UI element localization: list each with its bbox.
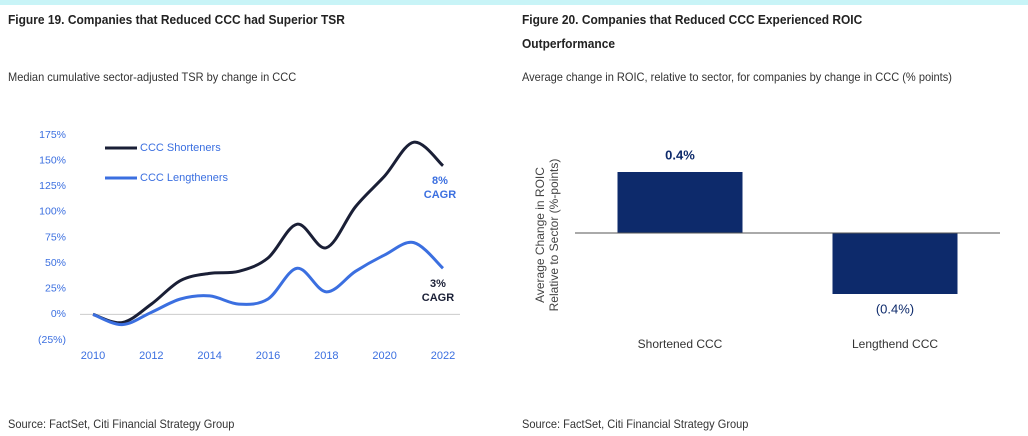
x-tick-label: 2016 xyxy=(256,350,280,362)
y-tick-label: 50% xyxy=(45,257,66,269)
legend-label: CCC Lengtheners xyxy=(140,172,229,184)
chart-subtitle: Average change in ROIC, relative to sect… xyxy=(522,70,952,84)
y-tick-label: 125% xyxy=(39,180,66,192)
chart-title: Figure 19. Companies that Reduced CCC ha… xyxy=(8,12,345,27)
x-tick-label: 2010 xyxy=(81,350,105,362)
x-tick-label: 2020 xyxy=(372,350,396,362)
y-tick-label: 0% xyxy=(51,308,66,320)
x-tick-label: Shortened CCC xyxy=(638,337,723,351)
value-label: 0.4% xyxy=(665,147,695,162)
x-tick-label: 2018 xyxy=(314,350,338,362)
bar xyxy=(832,233,958,294)
annotation: 3% xyxy=(430,278,446,290)
series-line xyxy=(92,140,445,325)
bar xyxy=(617,172,743,233)
y-axis-label: Relative to Sector (%-points) xyxy=(547,159,561,312)
chart-subtitle: Median cumulative sector-adjusted TSR by… xyxy=(8,70,297,84)
chart-title: Figure 20. Companies that Reduced CCC Ex… xyxy=(522,12,863,51)
y-tick-label: (25%) xyxy=(38,334,66,346)
x-tick-label: 2012 xyxy=(139,350,163,362)
y-tick-label: 150% xyxy=(39,154,66,166)
y-tick-label: 175% xyxy=(39,129,66,141)
x-tick-label: 2014 xyxy=(197,350,221,362)
value-label: (0.4%) xyxy=(876,301,914,316)
y-tick-label: 75% xyxy=(45,231,66,243)
x-tick-label: Lengthend CCC xyxy=(852,337,938,351)
source: Source: FactSet, Citi Financial Strategy… xyxy=(522,417,749,431)
source: Source: FactSet, Citi Financial Strategy… xyxy=(8,417,235,431)
y-tick-label: 25% xyxy=(45,283,66,295)
annotation: CAGR xyxy=(422,292,454,304)
annotation: CAGR xyxy=(424,189,456,201)
series-line xyxy=(92,240,445,327)
y-axis-label: Average Change in ROIC xyxy=(533,167,547,303)
top-strip xyxy=(0,0,1028,5)
x-tick-label: 2022 xyxy=(431,350,455,362)
y-tick-label: 100% xyxy=(39,206,66,218)
legend-label: CCC Shorteners xyxy=(140,142,221,154)
annotation: 8% xyxy=(432,175,448,187)
